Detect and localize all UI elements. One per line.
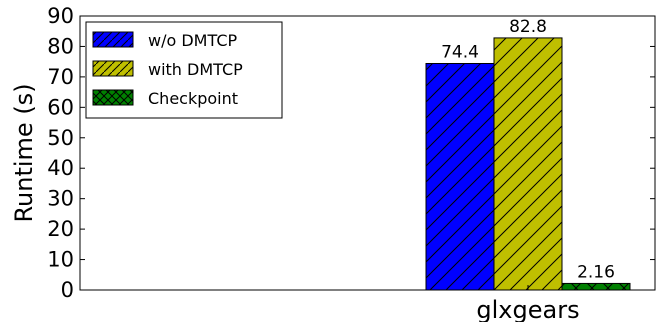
legend-label-checkpoint: Checkpoint — [148, 89, 238, 108]
y-tick-label: 80 — [47, 34, 74, 58]
bar-hatch-w-o-dmtcp — [425, 62, 495, 291]
y-tick-label: 10 — [47, 248, 74, 272]
legend-swatch-hatch-with-dmtcp — [92, 60, 134, 77]
y-tick-label: 70 — [47, 65, 74, 89]
y-tick-label: 60 — [47, 95, 74, 119]
y-tick-label: 0 — [61, 278, 74, 302]
category-label: glxgears — [476, 296, 579, 322]
y-tick-label: 90 — [47, 4, 74, 28]
y-tick-label: 30 — [47, 187, 74, 211]
legend-swatch-hatch-checkpoint — [92, 89, 134, 106]
plot-frame — [79, 15, 656, 291]
bar-hatch-checkpoint — [561, 282, 631, 291]
y-tick-label: 40 — [47, 156, 74, 180]
legend: w/o DMTCP with DMTCP Checkpoint — [85, 21, 283, 119]
data-label-checkpoint: 2.16 — [577, 262, 615, 282]
data-label-w-o-dmtcp: 74.4 — [441, 42, 479, 62]
y-axis-title: Runtime (s) — [10, 83, 38, 222]
bar-hatch-with-dmtcp — [493, 37, 563, 291]
legend-label-with-dmtcp: with DMTCP — [148, 60, 243, 79]
legend-label-w-o-dmtcp: w/o DMTCP — [148, 31, 237, 50]
y-tick-label: 50 — [47, 126, 74, 150]
legend-swatch-hatch-w-o-dmtcp — [92, 31, 134, 48]
data-label-with-dmtcp: 82.8 — [509, 17, 547, 37]
y-tick-label: 20 — [47, 217, 74, 241]
